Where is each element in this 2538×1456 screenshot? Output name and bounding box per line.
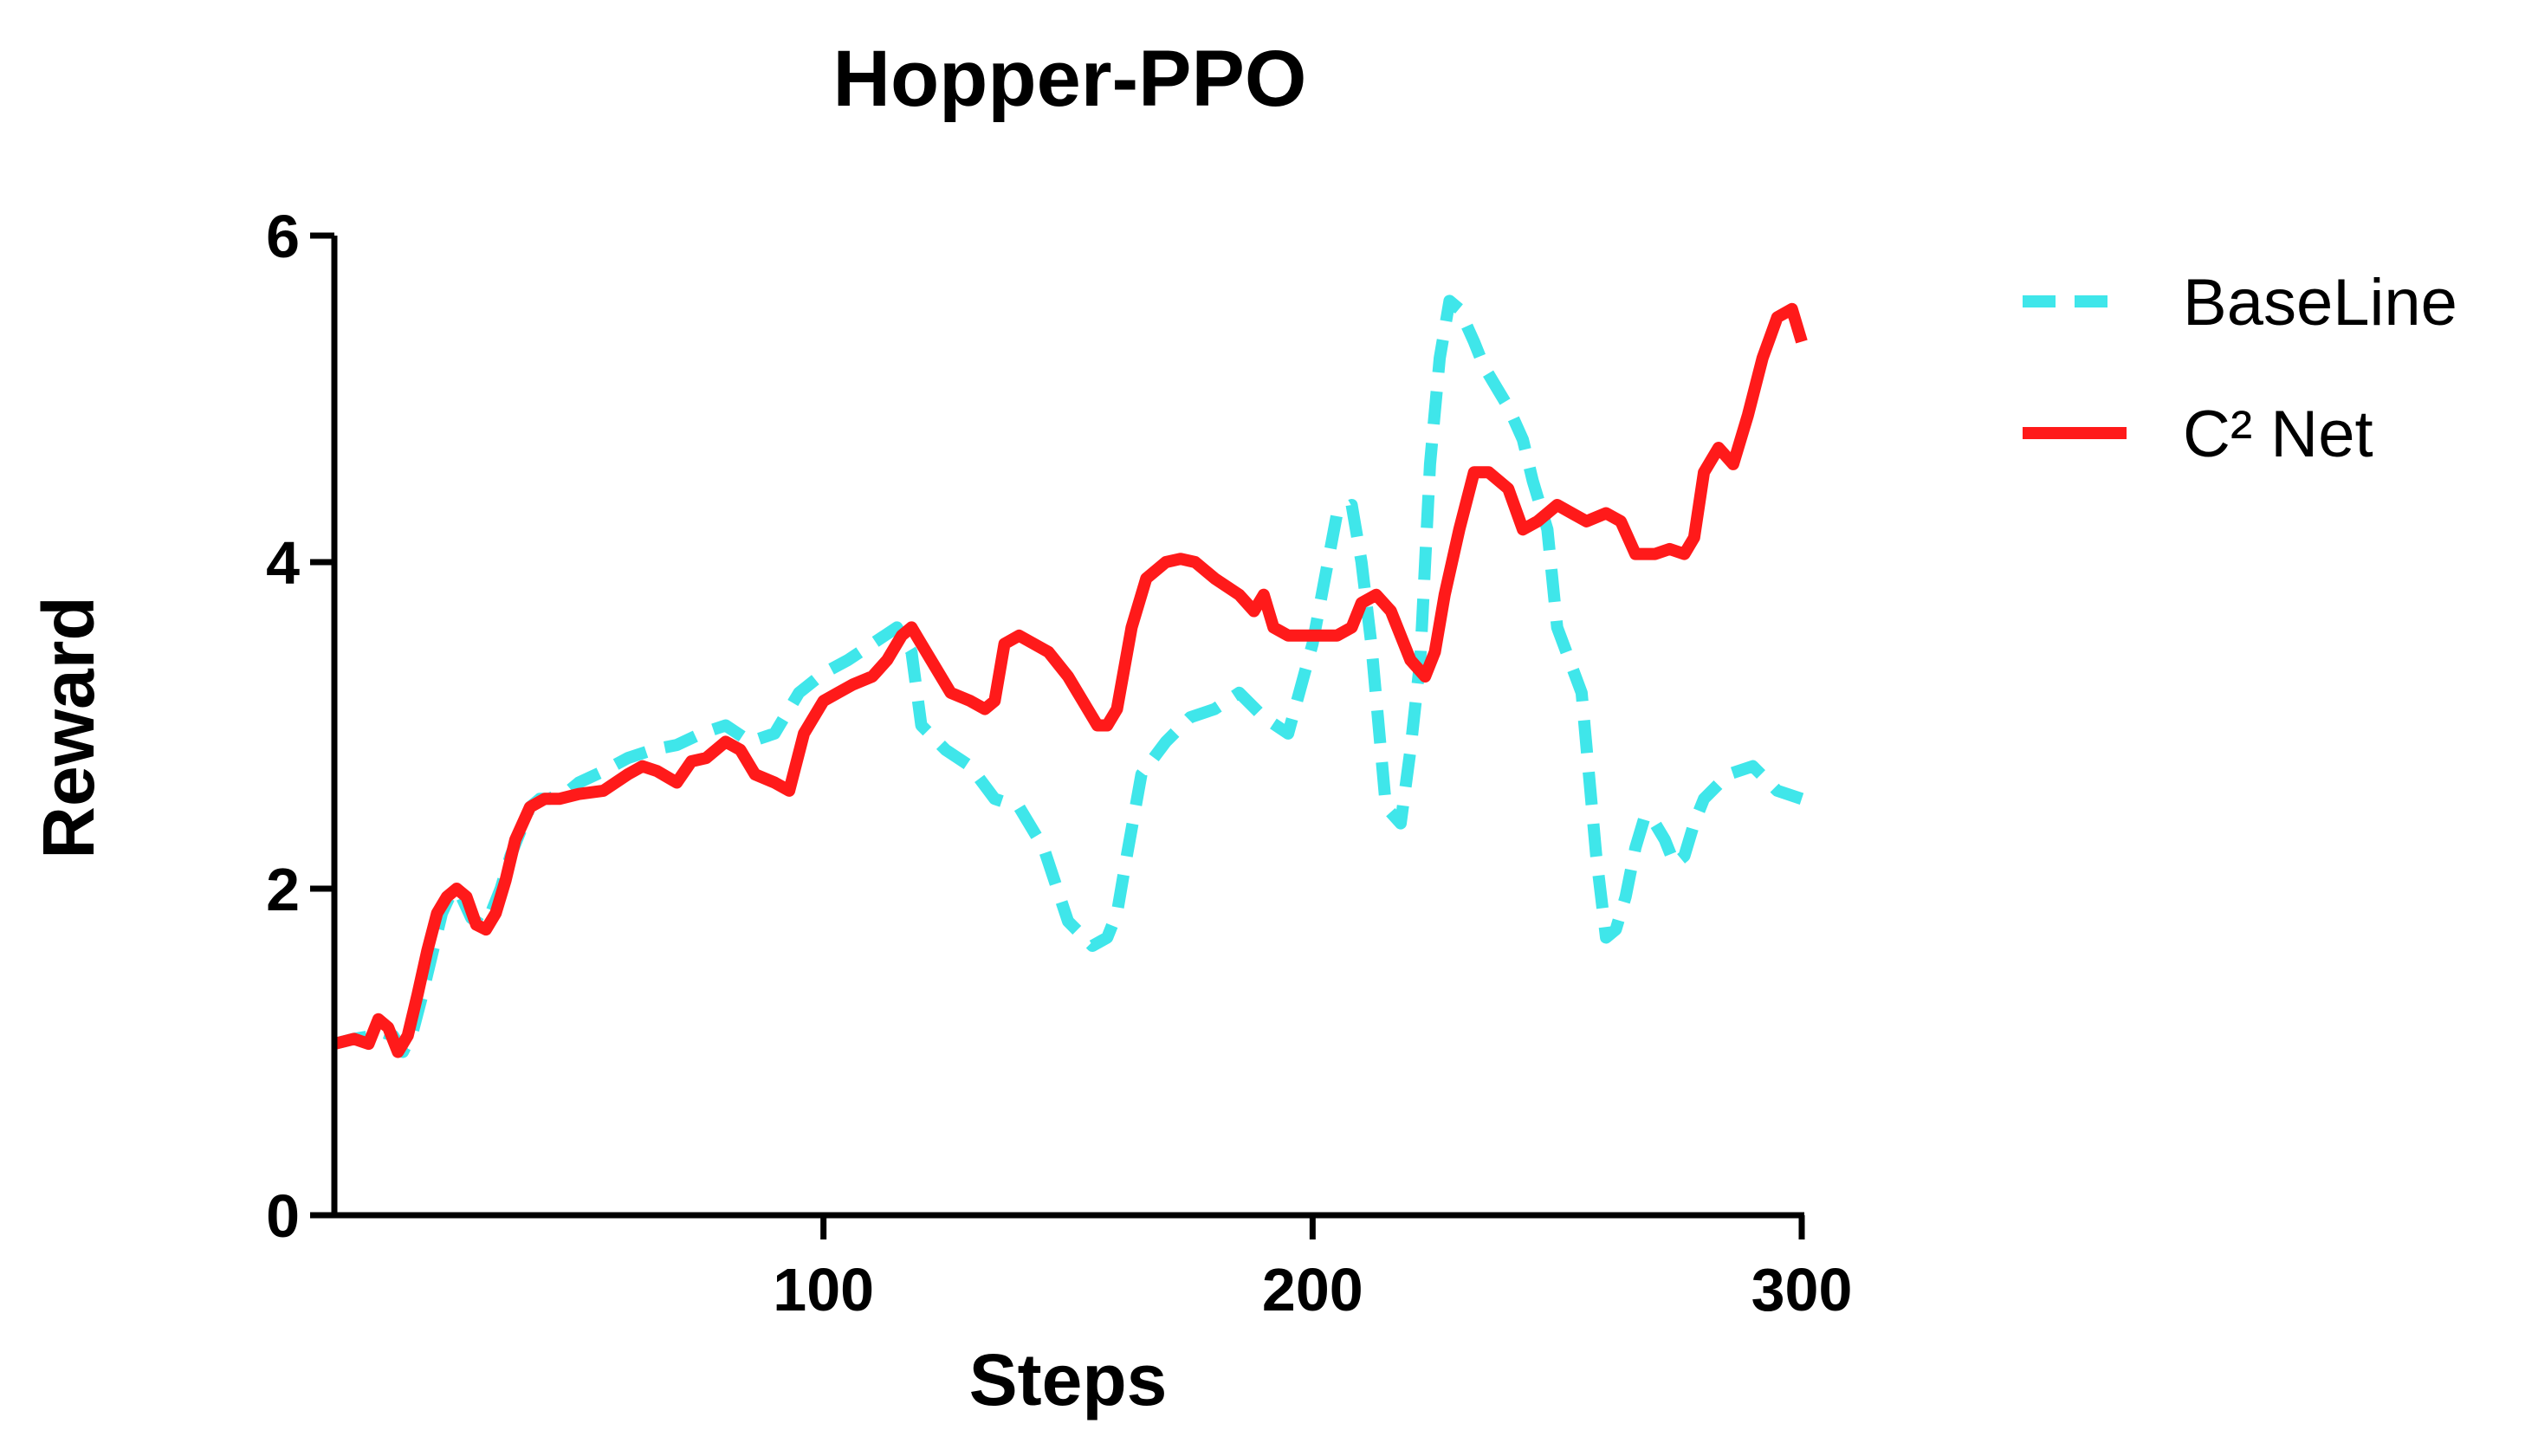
series-layer xyxy=(333,294,1808,1058)
legend-label: BaseLine xyxy=(2183,266,2457,340)
y-tick-label: 6 xyxy=(266,203,300,270)
y-tick-label: 0 xyxy=(266,1182,300,1250)
y-tick-label: 4 xyxy=(266,529,300,597)
legend: BaseLine C² Net xyxy=(2023,266,2457,471)
x-tick-label: 200 xyxy=(1262,1256,1363,1323)
y-tick-label: 2 xyxy=(266,856,300,923)
x-ticks: 100 200 300 xyxy=(773,1215,1852,1323)
legend-label: C² Net xyxy=(2183,398,2373,471)
x-tick-label: 100 xyxy=(773,1256,874,1323)
x-tick-label: 300 xyxy=(1751,1256,1853,1323)
y-axis-label: Reward xyxy=(28,596,109,858)
series-line-c2-net xyxy=(333,302,1808,1058)
chart-title: Hopper-PPO xyxy=(833,35,1307,123)
plot-area: 0 2 4 6 100 200 300 xyxy=(266,203,1852,1323)
series-line-baseline xyxy=(333,294,1804,1058)
x-axis-label: Steps xyxy=(969,1339,1168,1420)
y-ticks: 0 2 4 6 xyxy=(266,203,334,1250)
